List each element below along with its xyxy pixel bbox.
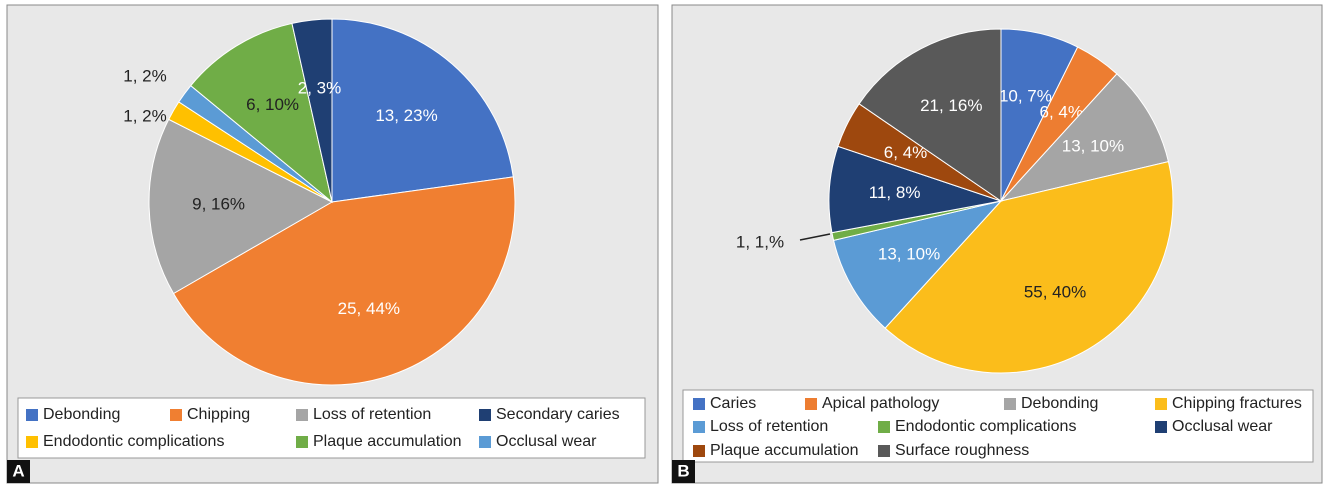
pie-slice [331,18,514,203]
data-label: 6, 4% [1040,103,1083,122]
legend-label: Chipping fractures [1172,395,1302,412]
legend-label: Caries [710,395,756,412]
data-label: 11, 8% [869,183,921,202]
data-label: 6, 4% [884,143,927,162]
data-label: 1, 2% [123,106,166,125]
legend-swatch [878,421,890,433]
pie-slice [999,73,1170,202]
legend-swatch [26,436,38,448]
legend-label: Debonding [43,406,120,423]
pie-slice [190,22,333,204]
legend-label: Secondary caries [496,406,620,423]
data-label: 13, 23% [375,106,437,125]
legend-swatch [693,421,705,433]
data-label: 2, 3% [298,79,341,98]
data-label: 1, 1,% [736,232,784,251]
legend-swatch [1155,421,1167,433]
legend-swatch [479,409,491,421]
legend-box [682,389,1314,463]
data-label: 13, 10% [878,245,940,264]
data-label: 1, 2% [123,66,166,85]
legend-swatch [26,409,38,421]
legend-swatch [296,409,308,421]
legend-label: Debonding [1021,395,1098,412]
legend-label: Loss of retention [710,418,828,435]
pie-slice [832,200,1003,329]
data-label: 21, 16% [920,96,982,115]
data-label: 10, 7% [999,87,1052,106]
data-label: 25, 44% [338,299,400,318]
legend-label: Plaque accumulation [710,442,859,459]
legend-label: Plaque accumulation [313,433,462,450]
legend-swatch [693,398,705,410]
panel-badge [672,460,695,483]
legend-label: Endodontic complications [43,433,224,450]
legend-label: Occlusal wear [1172,418,1273,435]
pie-slice [858,28,1002,202]
legend-swatch [1155,398,1167,410]
legend-swatch [479,436,491,448]
panel-label: B [677,461,689,480]
panel-badge [7,460,30,483]
legend-label: Loss of retention [313,406,431,423]
legend-box [17,397,646,459]
leader-line [799,233,831,241]
data-label: 55, 40% [1024,282,1086,301]
legend-swatch [878,445,890,457]
legend-swatch [170,409,182,421]
data-label: 6, 10% [246,95,299,114]
legend-label: Apical pathology [822,395,939,412]
pie-slice [172,176,516,386]
panel-label: A [12,461,24,480]
legend-label: Occlusal wear [496,433,597,450]
legend-label: Endodontic complications [895,418,1076,435]
pie-slice [291,18,333,203]
legend-swatch [693,445,705,457]
data-label: 13, 10% [1062,136,1124,155]
pie-slice [884,161,1174,374]
legend-swatch [296,436,308,448]
legend-swatch [1004,398,1016,410]
pie-slice [148,118,334,295]
legend-label: Surface roughness [895,442,1029,459]
legend-label: Chipping [187,406,250,423]
legend-swatch [805,398,817,410]
data-label: 9, 16% [192,195,245,214]
